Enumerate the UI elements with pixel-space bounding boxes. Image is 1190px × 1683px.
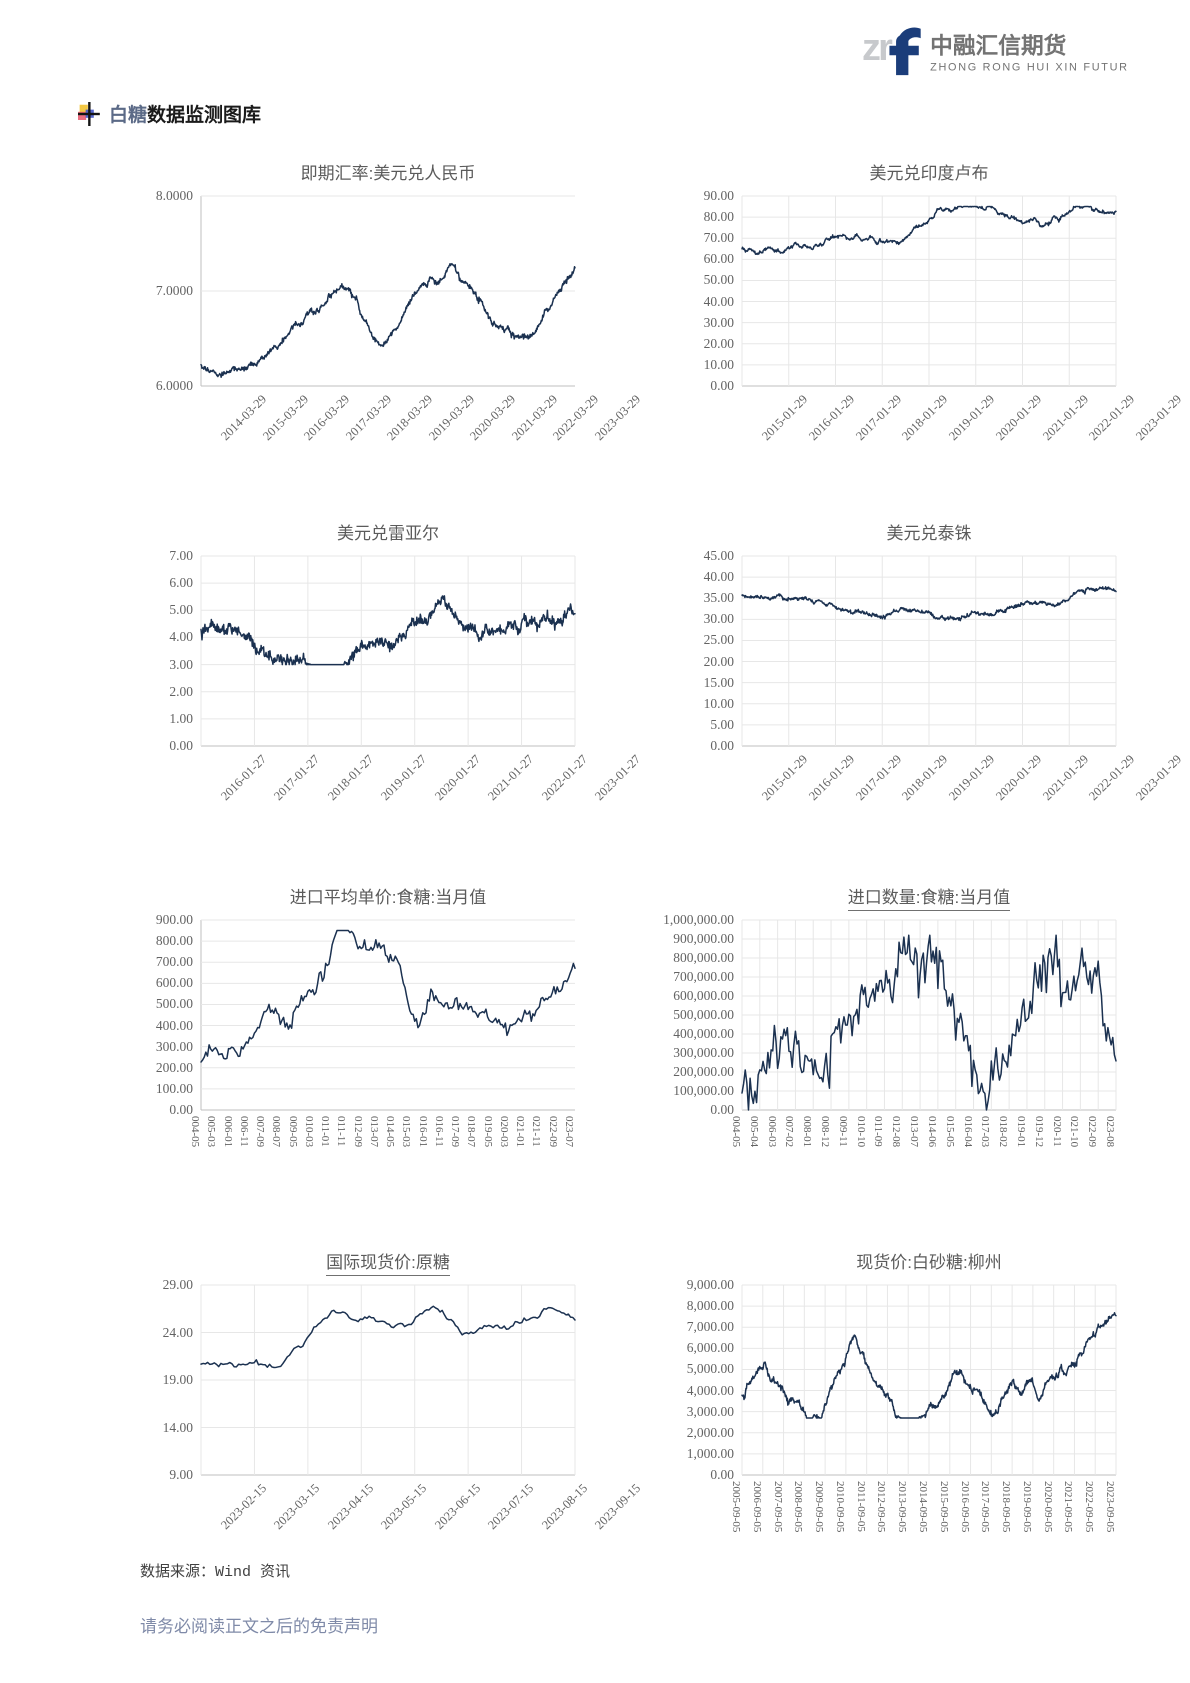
svg-text:中融汇信期货: 中融汇信期货 xyxy=(930,32,1066,58)
svg-text:zr: zr xyxy=(862,27,893,69)
svg-text:ZHONG RONG HUI XIN FUTURES: ZHONG RONG HUI XIN FUTURES xyxy=(930,61,1127,73)
